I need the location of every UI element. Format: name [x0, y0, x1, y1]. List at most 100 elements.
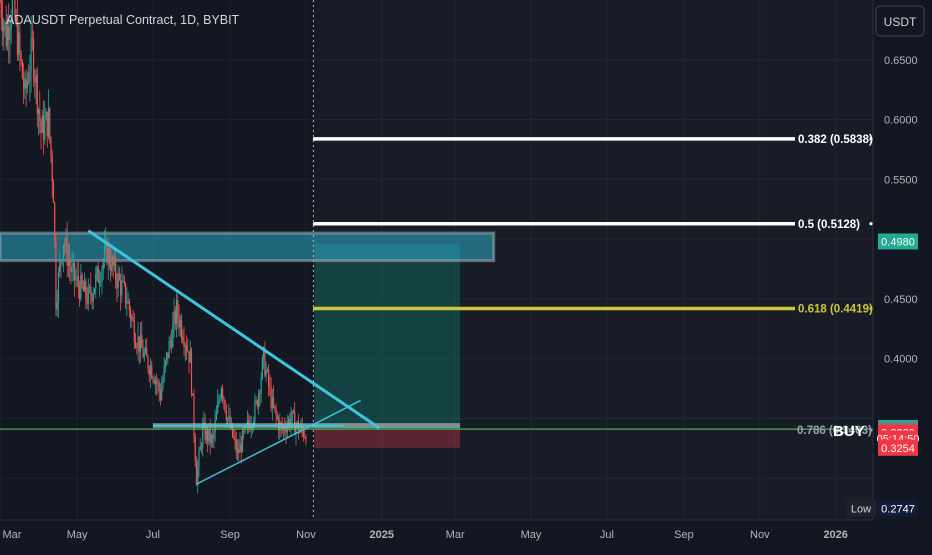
candle-body	[75, 279, 77, 281]
candle-body	[41, 115, 43, 133]
candle-body	[117, 273, 119, 289]
candle-body	[271, 397, 273, 409]
candle-body	[241, 431, 244, 452]
candle-body	[103, 246, 106, 262]
candle-body	[115, 258, 117, 280]
candle-body	[122, 280, 124, 282]
candle-body	[101, 269, 103, 282]
candle-body	[51, 155, 53, 183]
candle-body	[228, 415, 230, 419]
candle-body	[290, 419, 292, 427]
time-tick-label: Jul	[600, 529, 614, 541]
candle-body	[304, 437, 306, 438]
candle-body	[188, 351, 190, 363]
candle-body	[106, 241, 108, 264]
candle-body	[8, 26, 10, 40]
candle-body	[244, 425, 246, 432]
candle-body	[225, 411, 227, 420]
candle-body	[91, 295, 93, 302]
candle-body	[263, 347, 265, 358]
drawings: 0.382 (0.5838) 0.5 (0.5128) 0.618 (0.4419)…	[0, 0, 873, 520]
candle-body	[24, 78, 26, 90]
candle-body	[138, 336, 140, 352]
candle-body	[47, 107, 50, 137]
candle-body	[268, 369, 270, 386]
candle-body	[141, 334, 143, 348]
candle-body	[223, 397, 225, 401]
candle-body	[270, 386, 272, 409]
candle-body	[26, 81, 28, 88]
candle-body	[185, 345, 188, 351]
candle-body	[36, 74, 38, 114]
candle-body	[87, 287, 89, 305]
candle-body	[134, 342, 137, 348]
candle-body	[261, 357, 263, 378]
candle-body	[287, 418, 290, 425]
candle-body	[151, 365, 153, 379]
candle-body	[72, 263, 74, 267]
candle-body	[184, 345, 186, 348]
candle-body	[167, 352, 169, 358]
candle-body	[83, 281, 86, 292]
candle-body	[149, 365, 152, 376]
chart-title: ADAUSDT Perpetual Contract, 1D, BYBIT	[6, 13, 240, 27]
candle-body	[52, 182, 55, 203]
candle-body	[272, 397, 275, 407]
candle-body	[78, 286, 81, 300]
candle-body	[226, 418, 229, 420]
candle-body	[113, 258, 116, 266]
candle-body	[172, 323, 174, 347]
candle-body	[291, 411, 293, 420]
candle-body	[154, 380, 157, 384]
candle-body	[57, 272, 60, 303]
time-tick-label: Sep	[220, 529, 240, 541]
low-badge-label-bg	[846, 500, 877, 517]
candle-body	[285, 430, 287, 433]
candle-body	[54, 202, 56, 242]
candle-body	[276, 415, 278, 419]
candle-body	[1, 17, 4, 32]
candle-body	[37, 109, 40, 114]
candle-body	[199, 446, 201, 451]
candle-body	[69, 259, 71, 266]
candle-body	[177, 300, 179, 318]
candle-body	[34, 78, 36, 83]
candle-body	[77, 275, 79, 287]
candle-body	[14, 0, 16, 18]
candle-body	[210, 435, 213, 443]
fib-dot	[869, 222, 873, 226]
candle-body	[15, 17, 17, 19]
candle-body	[255, 400, 257, 402]
candle-body	[219, 398, 221, 401]
price-badge-value: 0.4980	[881, 236, 915, 248]
candle-body	[5, 22, 7, 47]
candle-body	[0, 0, 1, 1]
candle-body	[146, 347, 148, 357]
price-badge-value: 0.3254	[881, 443, 915, 455]
candle-body	[10, 20, 12, 30]
candle-body	[97, 266, 99, 283]
candle-body	[82, 285, 84, 292]
price-axis: 0.65000.60000.55000.45000.40000.49800.34…	[846, 0, 932, 550]
fib-dot	[869, 306, 873, 311]
fib-dot	[869, 137, 873, 141]
currency-button[interactable]: USDT	[875, 5, 925, 37]
price-tick-label: 0.4000	[884, 354, 918, 366]
candle-body	[107, 247, 109, 264]
fib-endpoint	[312, 137, 317, 141]
candle-body	[31, 37, 33, 39]
candle-body	[234, 438, 236, 440]
candle-body	[127, 300, 129, 303]
candle-body	[11, 0, 14, 21]
time-axis-bg	[0, 520, 873, 550]
candle-body	[0, 0, 2, 18]
fib-label: 0.786 (0.3403)	[797, 425, 872, 437]
candle-body	[61, 261, 63, 264]
candle-body	[49, 107, 51, 138]
candle-body	[95, 274, 97, 289]
candle-body	[129, 310, 132, 320]
candle-body	[246, 420, 249, 425]
candle-body	[173, 310, 175, 324]
